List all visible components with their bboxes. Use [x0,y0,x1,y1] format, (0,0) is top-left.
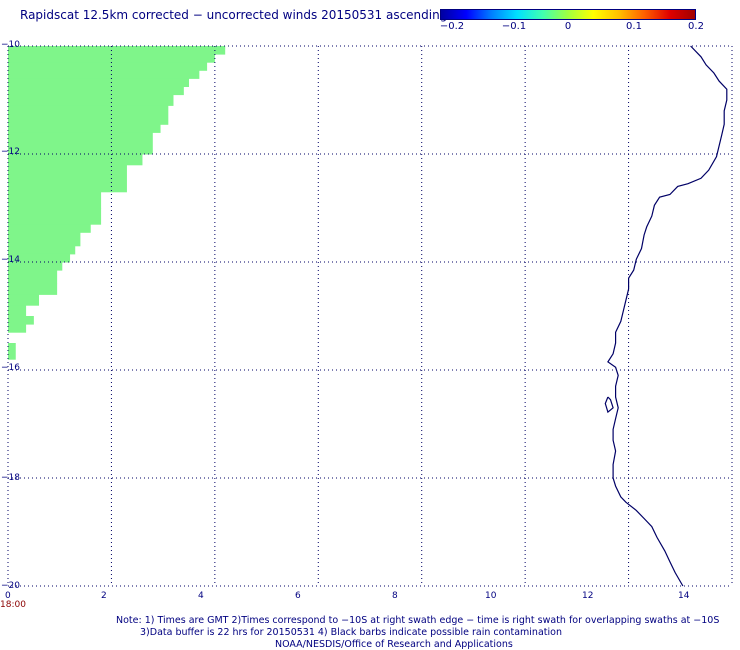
swath-cell-21 [8,294,40,306]
grid-layer [7,45,733,587]
x-tick-label-14: 14 [678,591,690,601]
map-title: Rapidscat 12.5km corrected − uncorrected… [20,8,448,22]
swath-cell-14 [8,224,91,233]
x-tick-label-10: 10 [485,591,497,601]
colorbar-label-high: 0.1 [626,21,642,32]
x-tick-label-0: 0 [5,591,11,601]
swath-cell-10 [8,154,143,166]
swath-cell-9 [8,132,153,155]
swath-cell-6 [8,94,174,106]
colorbar-label-low: −0.1 [501,21,527,32]
swath-cell-8 [8,124,161,133]
swath-cell-4 [8,78,189,87]
coastline-layer [604,45,728,587]
colorbar [440,9,696,20]
x-tick-label-6: 6 [295,591,301,601]
swath-cell-23 [8,316,34,325]
swath-cell-13 [8,208,102,225]
swath-cell-2 [8,62,208,71]
colorbar-label-max: 0.2 [688,21,704,32]
swath-cell-16 [8,245,76,255]
x-tick-label-12: 12 [582,591,594,601]
swath-cell-7 [8,105,169,125]
swath-cell-18 [8,262,63,271]
y-tick-label-16s: −16 [1,363,20,373]
swath-cell-0 [8,46,226,55]
time-label: 18:00 [0,600,26,610]
swath-cell-25 [8,343,16,360]
y-tick-label-12s: −12 [1,147,20,157]
swath-cell-15 [8,232,81,247]
y-tick-label-20s: −20 [1,581,20,591]
y-tick-label-10s: −10 [1,40,20,50]
swath-cell-24 [8,324,27,333]
note-line-3: NOAA/NESDIS/Office of Research and Appli… [275,639,513,650]
note-line-1: Note: 1) Times are GMT 2)Times correspon… [116,615,720,626]
y-tick-label-14s: −14 [1,255,20,265]
swath-cell-17 [8,253,71,263]
swath-cell-11 [8,164,127,193]
coastline [607,45,728,587]
x-tick-label-8: 8 [392,591,398,601]
swath-cell-12 [8,191,102,209]
swath-cell-19 [8,270,58,285]
x-tick-label-4: 4 [198,591,204,601]
swath-cell-20 [8,283,58,295]
colorbar-label-min: −0.2 [439,21,465,32]
y-tick-label-18s: −18 [1,473,20,483]
swath-layer [8,46,226,360]
swath-cell-22 [8,305,27,317]
note-line-2: 3)Data buffer is 22 hrs for 20150531 4) … [140,627,562,638]
colorbar-label-zero: 0 [564,21,572,32]
swath-cell-3 [8,70,200,79]
swath-cell-5 [8,86,184,96]
x-tick-label-2: 2 [101,591,107,601]
coastline-islet [604,396,614,414]
